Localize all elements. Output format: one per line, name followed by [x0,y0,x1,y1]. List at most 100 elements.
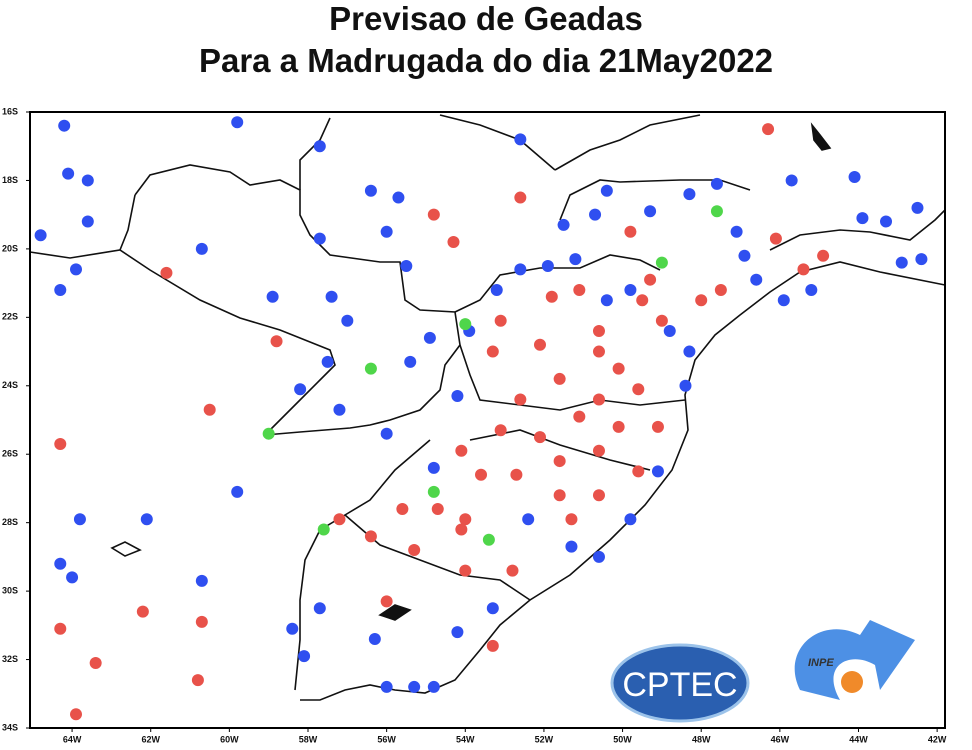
station [400,260,413,272]
station [313,140,326,153]
station [203,403,216,416]
station [565,513,578,526]
station [266,290,279,303]
x-tick-label: 48W [692,734,711,744]
station [612,362,625,375]
station [392,191,405,204]
station [553,455,566,468]
station [494,314,507,327]
station [427,485,440,498]
station [231,485,244,498]
station [333,513,346,526]
y-tick-label: 20S [2,243,18,253]
station [270,335,283,348]
station [644,205,657,218]
x-tick-label: 60W [220,734,239,744]
x-tick-label: 54W [456,734,475,744]
cptec-logo [610,643,750,723]
x-tick-label: 46W [771,734,790,744]
station [655,256,668,269]
cptec-text: CPTEC [622,666,737,704]
station [663,325,676,338]
station [522,513,535,526]
station [777,294,790,307]
logos: CPTEC INPE [610,620,915,723]
map-frame [29,111,946,729]
station [195,574,208,587]
x-tick-label: 42W [928,734,947,744]
station [89,656,102,669]
station [81,215,94,228]
station [325,290,338,303]
station [632,383,645,396]
station [54,437,67,450]
station [651,420,664,433]
y-tick-label: 22S [2,312,18,322]
y-tick-label: 28S [2,517,18,527]
y-tick-label: 26S [2,449,18,459]
station [427,208,440,221]
station [541,260,554,272]
station [62,167,75,180]
station [380,680,393,693]
station [624,225,637,238]
station [738,249,751,262]
station [592,444,605,457]
y-tick-label: 34S [2,722,18,732]
station [683,188,696,201]
station [510,468,523,481]
x-tick-label: 62W [141,734,160,744]
station [805,283,818,296]
station [34,229,47,242]
station [54,557,67,570]
station [459,318,472,331]
station [636,294,649,307]
station [408,680,421,693]
station [762,123,775,136]
station [569,253,582,266]
y-tick-label: 30S [2,585,18,595]
x-tick-label: 58W [299,734,318,744]
station [341,314,354,327]
station [396,502,409,515]
station [451,626,464,639]
station [750,273,763,286]
station [231,116,244,129]
station [514,191,527,204]
station [683,345,696,358]
station [710,177,723,190]
station [573,410,586,423]
station [380,225,393,238]
station [191,674,204,687]
station [632,465,645,478]
station [486,639,499,652]
station [404,355,417,368]
station [70,708,83,721]
station [817,249,830,262]
station [589,208,602,221]
station [195,615,208,628]
station [70,263,83,276]
station [592,345,605,358]
station [427,680,440,693]
station [368,633,381,646]
station [294,383,307,396]
station [592,550,605,563]
station [679,379,692,392]
station [573,283,586,296]
station [455,523,468,536]
title-line: Para a Madrugada do dia 21May2022 [198,42,774,79]
station [612,420,625,433]
station [494,424,507,437]
station [695,294,708,307]
y-tick-label: 32S [2,654,18,664]
station [557,218,570,231]
station [380,427,393,440]
station [475,468,488,481]
station [600,184,613,197]
station [195,242,208,255]
station [427,461,440,474]
station [514,133,527,146]
